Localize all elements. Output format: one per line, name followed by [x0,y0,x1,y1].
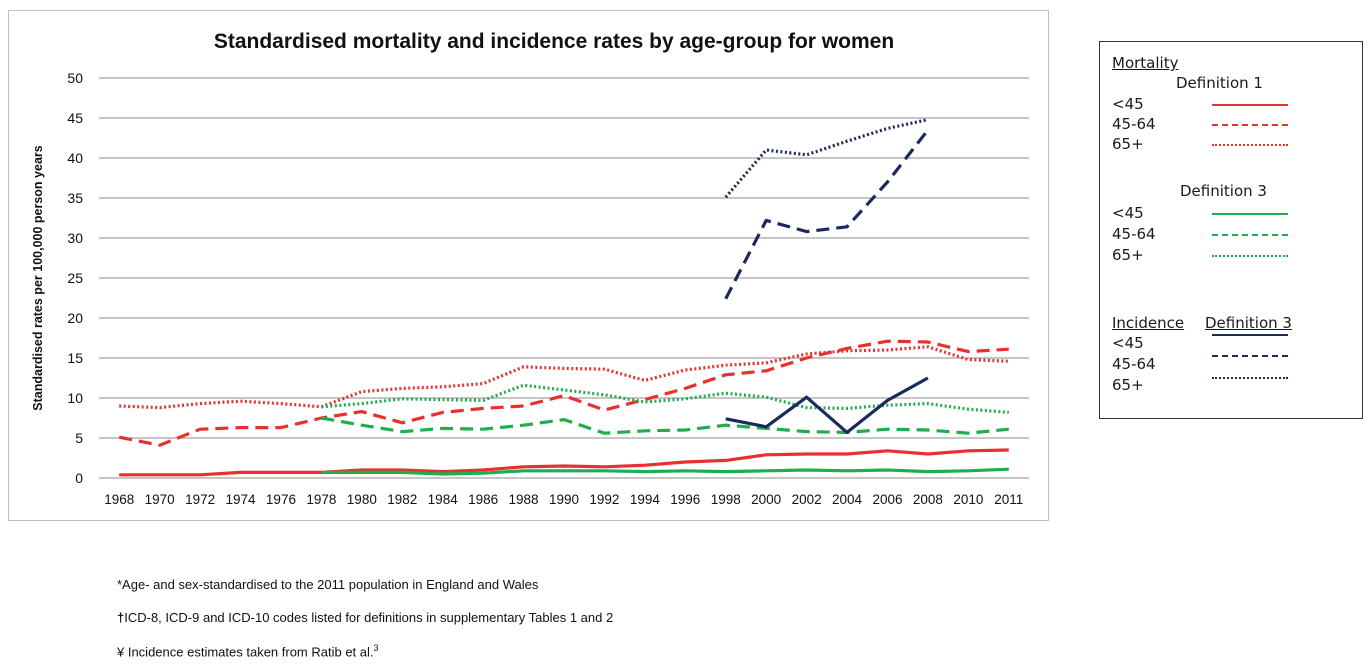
legend-def3-header: Definition 3 [1180,182,1267,200]
x-tick-label: 1974 [225,492,256,507]
y-tick-label: 15 [67,350,83,366]
series-line [724,118,929,199]
legend-swatch-def3-65plus [1212,255,1288,257]
footnote-icd-text: ICD-8, ICD-9 and ICD-10 codes listed for… [124,610,614,625]
y-tick-label: 0 [75,470,83,486]
chart-title: Standardised mortality and incidence rat… [214,30,894,53]
x-tick-label: 1972 [185,492,215,507]
legend-swatch-inc-45-64 [1212,355,1288,357]
x-tick-label: 2004 [832,492,863,507]
series-line [725,376,929,434]
x-tick-label: 1976 [266,492,296,507]
legend-swatch-def1-65plus [1212,144,1288,146]
series-line [321,383,1009,414]
x-tick-label: 1986 [468,492,498,507]
x-tick-label: 1984 [428,492,459,507]
legend-swatch-def3-lt45 [1212,213,1288,215]
legend-inc-lt45-label: <45 [1112,334,1144,352]
x-tick-label: 1990 [549,492,579,507]
legend-swatch-inc-lt45 [1212,334,1288,336]
x-tick-label: 1988 [509,492,539,507]
legend-inc-65plus-label: 65+ [1112,376,1144,394]
series-line [321,467,1009,476]
legend-def3-65plus-label: 65+ [1112,246,1144,264]
y-tick-label: 20 [67,310,83,326]
x-tick-label: 2010 [953,492,983,507]
legend-swatch-def1-lt45 [1212,104,1288,106]
footnote-reference: 3 [373,643,379,653]
x-tick-label: 1994 [630,492,661,507]
x-tick-label: 1996 [670,492,700,507]
legend: Mortality Definition 1 <45 45-64 65+ Def… [1099,41,1363,419]
x-tick-label: 1982 [387,492,417,507]
series-line [119,345,1009,410]
x-tick-label: 1998 [711,492,741,507]
dagger-mark: † [117,610,125,625]
x-tick-label: 2006 [872,492,902,507]
series-line [118,339,1009,447]
x-tick-label: 1978 [306,492,336,507]
series-line [119,448,1009,477]
legend-swatch-inc-65plus [1212,377,1288,379]
y-tick-label: 35 [67,190,83,206]
legend-def1-65plus-label: 65+ [1112,135,1144,153]
y-tick-label: 40 [67,150,83,166]
x-tick-label: 2008 [913,492,943,507]
footnote-incidence-source: ¥ Incidence estimates taken from Ratib e… [117,643,379,659]
line-chart: Standardised mortality and incidence rat… [31,30,1029,507]
legend-def3-lt45-label: <45 [1112,204,1144,222]
x-tick-label: 1992 [589,492,619,507]
legend-def3-45-64-label: 45-64 [1112,225,1156,243]
legend-incidence-def-header: Definition 3 [1205,314,1292,332]
y-tick-label: 5 [75,430,83,446]
x-tick-label: 2011 [994,492,1023,507]
legend-def1-lt45-label: <45 [1112,95,1144,113]
footnote-standardisation: *Age- and sex-standardised to the 2011 p… [117,577,539,592]
y-tick-label: 30 [67,230,83,246]
y-tick-label: 45 [67,110,83,126]
x-tick-label: 1970 [145,492,175,507]
y-tick-label: 25 [67,270,83,286]
x-tick-label: 1980 [347,492,377,507]
y-axis-label: Standardised rates per 100,000 person ye… [31,145,45,410]
footnote-incidence-text: ¥ Incidence estimates taken from Ratib e… [117,644,374,660]
legend-incidence-header: Incidence [1112,314,1185,332]
chart-frame: Standardised mortality and incidence rat… [8,10,1049,521]
legend-mortality-header: Mortality [1112,54,1179,72]
y-tick-label: 10 [67,390,83,406]
legend-swatch-def3-45-64 [1212,234,1288,236]
legend-inc-45-64-label: 45-64 [1112,355,1156,373]
legend-def1-45-64-label: 45-64 [1112,115,1156,133]
legend-def1-header: Definition 1 [1176,74,1263,92]
series-line [724,129,930,300]
x-tick-label: 1968 [104,492,134,507]
series-line [321,416,1009,435]
y-tick-label: 50 [67,70,83,86]
x-tick-label: 2000 [751,492,781,507]
x-tick-label: 2002 [792,492,822,507]
footnote-icd-codes: †ICD-8, ICD-9 and ICD-10 codes listed fo… [117,610,613,625]
legend-swatch-def1-45-64 [1212,124,1288,126]
